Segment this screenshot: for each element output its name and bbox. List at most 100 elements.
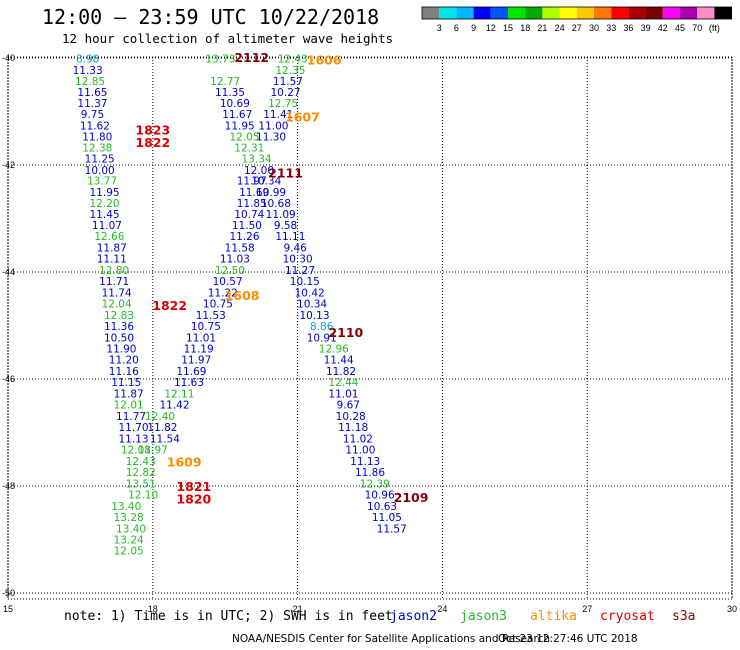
colorbar-label: 70 bbox=[692, 23, 702, 33]
wave-height-value: 11.80 bbox=[82, 132, 112, 144]
wave-height-value: 10.15 bbox=[290, 276, 320, 288]
colorbar-label: (ft) bbox=[709, 23, 720, 33]
colorbar-swatch bbox=[508, 7, 526, 19]
colorbar-swatch bbox=[473, 7, 491, 19]
wave-height-value: 11.45 bbox=[90, 209, 120, 221]
colorbar-swatch bbox=[439, 7, 457, 19]
wave-height-value: 11.05 bbox=[372, 512, 402, 524]
wave-height-value: 12.43 bbox=[278, 54, 308, 66]
pass-time-label: 2109 bbox=[394, 490, 429, 505]
wave-height-value: 10.50 bbox=[104, 332, 134, 344]
wave-height-value: 13.34 bbox=[242, 154, 272, 166]
wave-height-value: 11.25 bbox=[85, 154, 115, 166]
colorbar-label: 30 bbox=[589, 23, 599, 33]
x-tick-label: 24 bbox=[437, 604, 447, 614]
wave-height-value: 11.82 bbox=[326, 366, 356, 378]
y-tick-label: -44 bbox=[2, 267, 15, 277]
pass-time-label: 1608 bbox=[225, 288, 260, 303]
wave-height-value: 13.28 bbox=[114, 512, 144, 524]
wave-height-value: 9.75 bbox=[81, 109, 104, 121]
wave-height-value: 11.57 bbox=[377, 523, 407, 535]
pass-time-label: 1821 bbox=[176, 479, 211, 494]
wave-height-value: 11.41 bbox=[263, 109, 293, 121]
colorbar-swatch bbox=[559, 7, 577, 19]
colorbar-label: 27 bbox=[572, 23, 582, 33]
wave-height-value: 10.69 bbox=[220, 98, 250, 110]
colorbar-swatch bbox=[697, 7, 715, 19]
wave-height-value: 10.75 bbox=[203, 299, 233, 311]
wave-height-value: 11.01 bbox=[186, 332, 216, 344]
colorbar-label: 24 bbox=[555, 23, 565, 33]
colorbar-swatch bbox=[662, 7, 680, 19]
satellite-legend-cryosat: cryosat bbox=[600, 609, 655, 624]
wave-height-value: 11.42 bbox=[159, 400, 189, 412]
wave-height-value: 11.11 bbox=[97, 254, 127, 266]
wave-height-value: 11.50 bbox=[232, 220, 262, 232]
wave-height-value: 11.37 bbox=[77, 98, 107, 110]
wave-height-value: 11.54 bbox=[150, 433, 180, 445]
satellite-legend-s3a: s3a bbox=[672, 609, 696, 624]
wave-height-value: 13.51 bbox=[126, 478, 156, 490]
pass-time-label: 1820 bbox=[176, 491, 211, 506]
wave-height-value: 10.34 bbox=[251, 176, 281, 188]
colorbar-swatch bbox=[490, 7, 508, 19]
satellite-legend-jason3: jason3 bbox=[460, 609, 507, 624]
wave-height-value: 8.98 bbox=[76, 54, 99, 66]
pass-time-label: 1607 bbox=[285, 109, 320, 124]
pass-time-label: 1606 bbox=[307, 53, 342, 68]
wave-height-value: 10.96 bbox=[365, 490, 395, 502]
colorbar-swatch bbox=[645, 7, 663, 19]
wave-height-value: 11.09 bbox=[266, 209, 296, 221]
wave-height-value: 10.91 bbox=[307, 332, 337, 344]
colorbar-swatch bbox=[542, 7, 560, 19]
wave-height-value: 11.03 bbox=[220, 254, 250, 266]
wave-height-value: 12.80 bbox=[99, 265, 129, 277]
wave-height-value: 12.38 bbox=[82, 142, 112, 154]
wave-height-value: 11.97 bbox=[138, 445, 168, 457]
wave-height-value: 11.27 bbox=[285, 265, 315, 277]
colorbar-label: 9 bbox=[471, 23, 476, 33]
colorbar-frame bbox=[421, 6, 733, 20]
wave-height-value: 12.00 bbox=[244, 165, 274, 177]
wave-height-value: 11.30 bbox=[256, 132, 286, 144]
wave-height-value: 12.01 bbox=[114, 400, 144, 412]
wave-height-value: 12.82 bbox=[126, 467, 156, 479]
wave-height-value: 13.40 bbox=[111, 501, 141, 513]
pass-time-label: 1822 bbox=[152, 298, 187, 313]
wave-height-value: 11.87 bbox=[97, 242, 127, 254]
generated-timestamp: Oct 23 12:27:46 UTC 2018 bbox=[498, 633, 638, 645]
wave-height-value: 12.31 bbox=[234, 142, 264, 154]
wave-height-value: 11.62 bbox=[80, 120, 110, 132]
wave-height-value: 10.57 bbox=[213, 276, 243, 288]
colorbar-swatch bbox=[611, 7, 629, 19]
wave-height-value: 11.00 bbox=[258, 120, 288, 132]
wave-height-value: 12.20 bbox=[90, 198, 120, 210]
wave-height-value: 11.90 bbox=[106, 344, 136, 356]
wave-height-value: 8.86 bbox=[310, 321, 334, 333]
colorbar-swatch bbox=[456, 7, 474, 19]
wave-height-value: 11.44 bbox=[324, 355, 354, 367]
wave-height-value: 11.07 bbox=[92, 220, 122, 232]
wave-height-value: 12.85 bbox=[75, 76, 105, 88]
y-tick-label: -40 bbox=[2, 53, 15, 63]
satellite-legend-altika: altika bbox=[530, 609, 577, 624]
wave-height-value: 11.65 bbox=[77, 87, 107, 99]
colorbar-label: 33 bbox=[606, 23, 616, 33]
pass-time-label: 2112 bbox=[234, 50, 269, 65]
wave-height-value: 11.69 bbox=[176, 366, 206, 378]
wave-height-value: 10.68 bbox=[261, 198, 291, 210]
footer-note: note: 1) Time is in UTC; 2) SWH is in fe… bbox=[64, 609, 393, 624]
wave-height-value: 12.05 bbox=[229, 132, 259, 144]
x-tick-label: 21 bbox=[293, 604, 303, 614]
wave-height-value: 12.11 bbox=[164, 388, 194, 400]
wave-height-value: 12.05 bbox=[114, 546, 144, 558]
wave-height-value: 11.97 bbox=[237, 176, 267, 188]
colorbar-swatch bbox=[422, 7, 440, 19]
wave-height-value: 12.50 bbox=[215, 265, 245, 277]
wave-height-value: 10.99 bbox=[256, 187, 286, 199]
pass-time-label: 1609 bbox=[167, 454, 202, 469]
wave-height-value: 10.63 bbox=[367, 501, 397, 513]
wave-height-value: 11.67 bbox=[222, 109, 252, 121]
wave-height-value: 10.42 bbox=[295, 287, 325, 299]
